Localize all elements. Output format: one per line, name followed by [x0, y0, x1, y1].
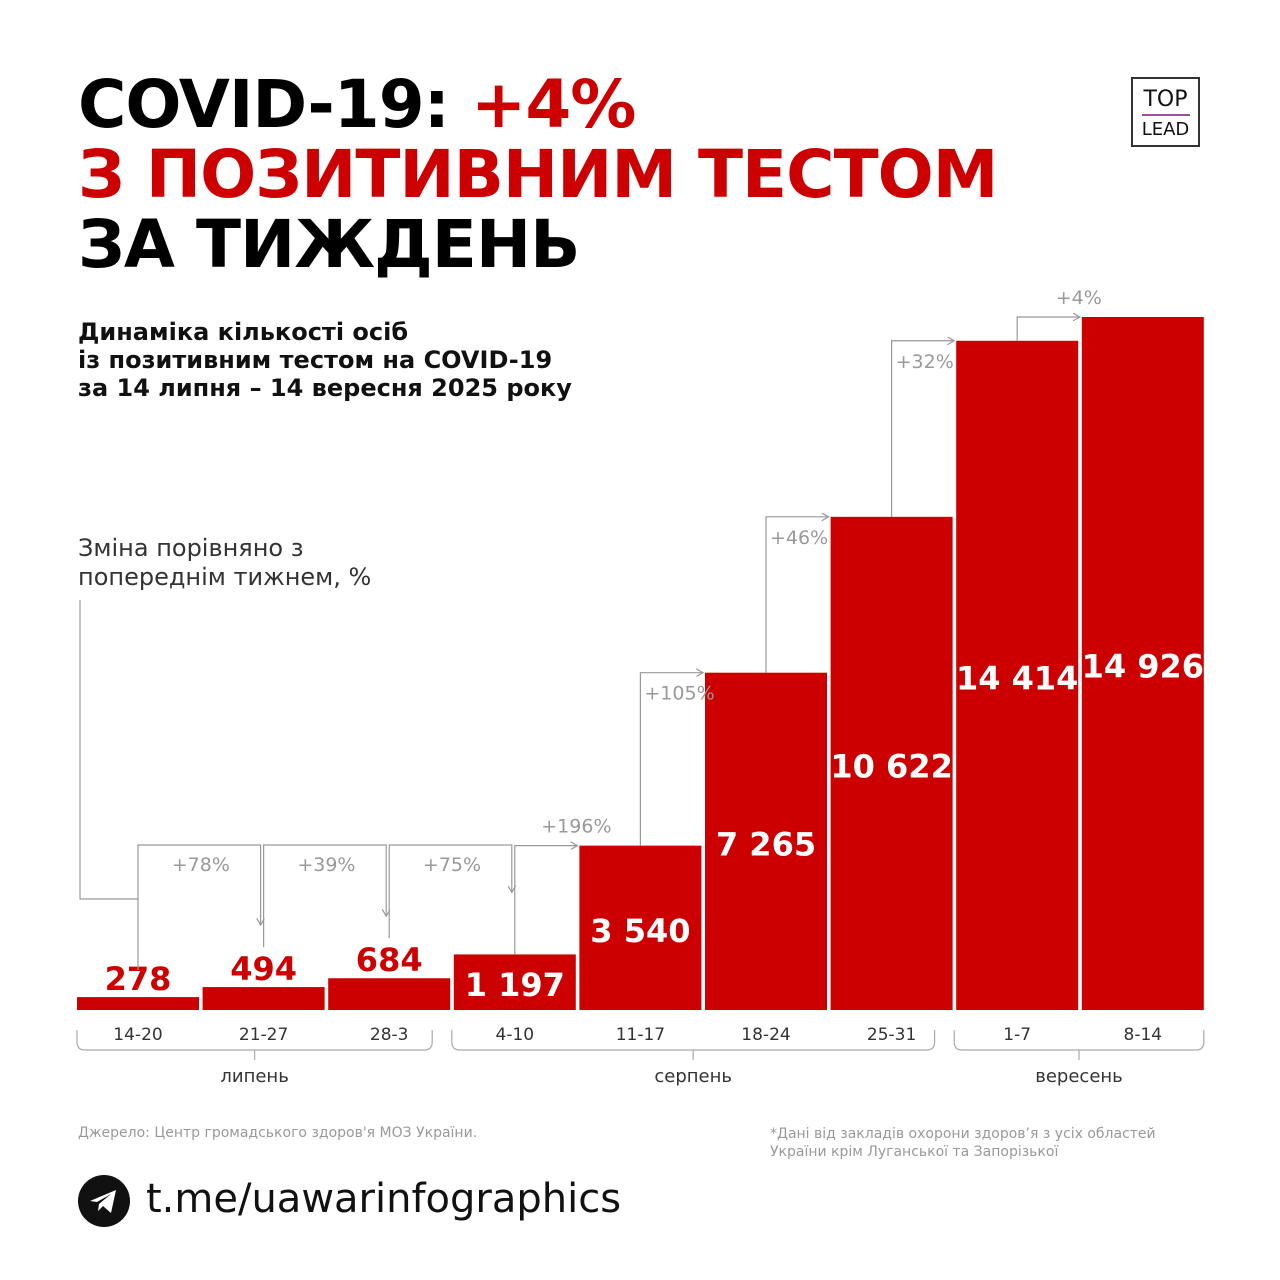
- month-label: вересень: [1035, 1066, 1123, 1087]
- bar-value-label: 494: [230, 950, 297, 988]
- title-text: COVID-19:: [78, 66, 450, 143]
- footnote: *Дані від закладів охорони здоров’я з ус…: [770, 1125, 1156, 1161]
- month-label: липень: [220, 1066, 288, 1087]
- change-label: +46%: [770, 527, 828, 549]
- change-arrow: [1016, 317, 1080, 341]
- title-line-1: COVID-19: +4%: [78, 72, 636, 138]
- legend-pointer-line: [79, 600, 138, 900]
- change-legend: Зміна порівняно з попереднім тижнем, %: [78, 534, 371, 592]
- bar: [579, 845, 702, 1010]
- legend-line: Зміна порівняно з: [78, 534, 304, 562]
- x-tick-label: 18-24: [741, 1025, 790, 1045]
- toplead-logo: TOP LEAD: [1131, 77, 1200, 147]
- bar-value-label: 684: [356, 941, 423, 979]
- change-arrow: [639, 673, 703, 846]
- title-line-2: З ПОЗИТИВНИМ ТЕСТОМ: [78, 136, 998, 213]
- subtitle-line: Динаміка кількості осіб: [78, 318, 409, 346]
- change-arrow: [891, 341, 955, 517]
- change-label: +75%: [423, 854, 481, 876]
- x-tick-label: 14-20: [113, 1025, 162, 1045]
- change-label: +39%: [297, 854, 355, 876]
- subtitle-line: із позитивним тестом на COVID-19: [78, 346, 553, 374]
- month-bracket: [953, 1030, 1205, 1060]
- x-tick-label: 21-27: [239, 1025, 288, 1045]
- change-label: +32%: [896, 351, 954, 373]
- bar: [1081, 317, 1204, 1010]
- change-arrow: [137, 844, 261, 970]
- month-bracket: [76, 1030, 433, 1060]
- footnote-line: *Дані від закладів охорони здоров’я з ус…: [770, 1126, 1156, 1142]
- bar-value-label: 14 926: [1082, 648, 1204, 686]
- x-tick-label: 1-7: [1003, 1025, 1031, 1045]
- x-tick-label: 25-31: [867, 1025, 916, 1045]
- chart-subtitle: Динаміка кількості осіб із позитивним те…: [78, 318, 572, 402]
- change-arrow: [388, 844, 512, 939]
- bar-value-label: 14 414: [956, 659, 1078, 697]
- x-tick-label: 8-14: [1124, 1025, 1163, 1045]
- change-arrow: [263, 844, 387, 948]
- bar: [830, 516, 953, 1010]
- telegram-icon[interactable]: [78, 1175, 130, 1227]
- change-label: +4%: [1056, 287, 1102, 309]
- month-label: серпень: [654, 1066, 732, 1087]
- bar-value-label: 3 540: [590, 912, 690, 950]
- telegram-link[interactable]: t.me/uawarinfographics: [146, 1176, 622, 1222]
- bar: [705, 672, 827, 1010]
- title-line-3: ЗА ТИЖДЕНЬ: [78, 206, 580, 283]
- legend-line: попереднім тижнем, %: [78, 563, 372, 591]
- change-arrow: [765, 517, 829, 673]
- bar: [328, 978, 451, 1010]
- change-label: +105%: [644, 683, 714, 705]
- change-arrow: [514, 846, 578, 955]
- bar-value-label: 1 197: [465, 966, 565, 1004]
- title-highlight: +4%: [471, 66, 636, 143]
- bar-value-label: 7 265: [716, 825, 816, 863]
- bar: [956, 340, 1079, 1010]
- source-text: Джерело: Центр громадського здоров'я МОЗ…: [78, 1125, 478, 1141]
- logo-bottom: LEAD: [1141, 119, 1190, 140]
- logo-divider: [1141, 114, 1190, 116]
- x-tick-label: 4-10: [496, 1025, 535, 1045]
- bar: [453, 954, 576, 1010]
- month-bracket: [451, 1030, 936, 1060]
- bar: [77, 997, 199, 1010]
- subtitle-line: за 14 липня – 14 вересня 2025 року: [78, 374, 572, 402]
- bar-value-label: 10 622: [830, 747, 952, 785]
- bar: [202, 987, 325, 1010]
- footnote-line: України крім Луганської та Запорізької: [770, 1144, 1059, 1160]
- logo-top: TOP: [1143, 87, 1188, 112]
- x-tick-label: 28-3: [370, 1025, 409, 1045]
- x-tick-label: 11-17: [616, 1025, 665, 1045]
- change-label: +78%: [172, 854, 230, 876]
- change-label: +196%: [541, 816, 611, 838]
